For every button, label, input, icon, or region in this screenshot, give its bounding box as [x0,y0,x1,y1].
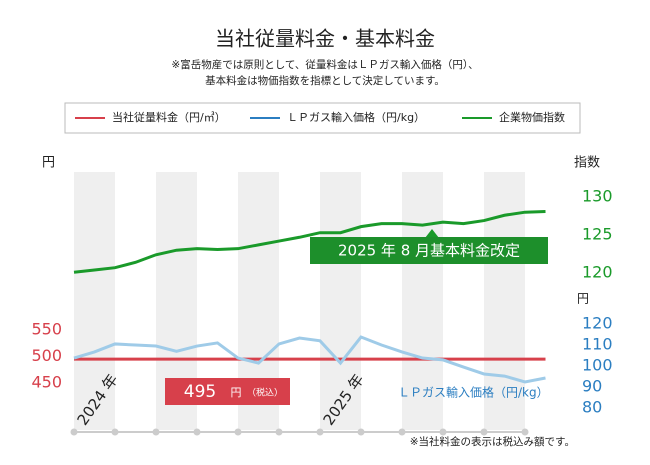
y3-tick-label: 120 [582,314,613,333]
annotation-box [310,237,548,264]
x-dot [234,428,242,436]
y3-tick-label: 80 [582,398,602,417]
series-line [73,209,546,274]
y-tick-label: 500 [31,346,62,365]
subtitle: ※富岳物産では原則として、従量料金はＬＰガス輸入価格（円）、 [171,58,478,71]
annotation: ＬＰガス輸入価格（円/kg） [398,385,549,400]
y-tick-label: 450 [31,373,62,392]
annotation: （税込） [247,387,283,399]
x-dot [439,428,447,436]
annotation: 2025 年 8 月基本料金改定 [338,242,520,260]
y-tick-label: 550 [31,320,62,339]
footnote: ※当社料金の表示は税込み額です。 [410,435,575,448]
legend-label: 当社従量料金（円/㎥） [112,110,226,124]
shade-band [402,172,443,430]
legend-box [64,102,581,134]
y3-tick-label: 90 [582,377,602,396]
y3-tick-label: 110 [582,335,613,354]
annotation-box [165,378,290,405]
x-dot [521,428,529,436]
shade-band [74,172,115,430]
annotation: 495 [184,382,216,402]
x-dot [398,428,406,436]
annotation-pointer [425,229,439,238]
y2-tick-label: 125 [582,225,613,244]
shade-band [320,172,361,430]
annotation: 円 [231,386,242,399]
x-dot [193,428,201,436]
y2-tick-label: 120 [582,263,613,282]
y3-tick-label: 100 [582,356,613,375]
y2-tick-label: 130 [582,187,613,206]
y-axis-label: 円 [42,156,55,171]
x-dot [357,428,365,436]
y3-axis-label: 円 [577,292,589,306]
x-dot [275,428,283,436]
series-line [73,335,546,384]
x-dot [480,428,488,436]
chart-title: 当社従量料金・基本料金 [215,27,435,51]
legend-label: 企業物価指数 [499,110,565,124]
x-dot [152,428,160,436]
x-dot [70,428,78,436]
subtitle: 基本料金は物価指数を指標として決定しています。 [205,74,445,87]
x-dot [111,428,119,436]
x-dot [316,428,324,436]
legend-label: ＬＰガス輸入価格（円/kg） [287,110,425,124]
y2-axis-label: 指数 [574,156,600,171]
